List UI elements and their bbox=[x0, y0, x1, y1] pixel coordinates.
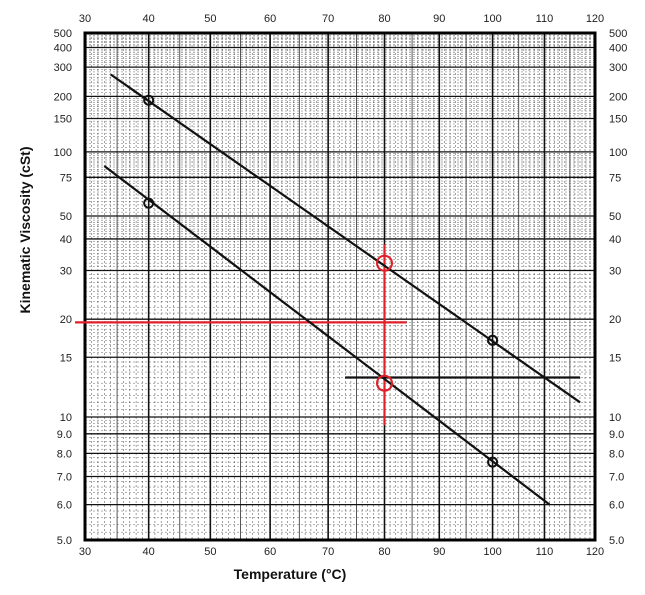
x-tick-label: 60 bbox=[264, 13, 276, 25]
y-tick-label: 400 bbox=[54, 43, 72, 55]
series-line bbox=[110, 73, 581, 404]
data-point-marker bbox=[487, 456, 499, 468]
x-axis-title: Temperature (°C) bbox=[234, 566, 347, 582]
x-tick-label: 100 bbox=[483, 13, 501, 25]
y-tick-label: 50 bbox=[609, 211, 621, 223]
data-point-marker bbox=[487, 334, 499, 346]
y-tick-label: 5.0 bbox=[609, 535, 624, 547]
x-tick-label: 80 bbox=[378, 13, 390, 25]
series bbox=[103, 73, 581, 506]
y-tick-label: 30 bbox=[609, 265, 621, 277]
y-tick-label: 10 bbox=[609, 412, 621, 424]
y-tick-label: 8.0 bbox=[57, 448, 72, 460]
y-tick-label: 40 bbox=[609, 234, 621, 246]
data-point-marker bbox=[143, 94, 155, 106]
y-tick-label: 75 bbox=[609, 172, 621, 184]
x-tick-label: 110 bbox=[536, 546, 554, 558]
x-tick-label: 30 bbox=[79, 13, 91, 25]
y-tick-label: 15 bbox=[609, 352, 621, 364]
y-tick-label: 100 bbox=[609, 147, 627, 159]
interpolated-point-marker bbox=[376, 254, 394, 272]
y-axis-title: Kinematic Viscosity (cSt) bbox=[17, 146, 33, 313]
x-tick-label: 70 bbox=[322, 546, 334, 558]
y-tick-label: 200 bbox=[609, 91, 627, 103]
x-tick-label: 40 bbox=[143, 546, 155, 558]
y-tick-labels-left: 500 400 300 200 150 100 75 50 40 30 20 15 10 9.0 8.0 7.… bbox=[54, 28, 72, 547]
x-tick-label: 40 bbox=[143, 13, 155, 25]
x-tick-label: 90 bbox=[433, 546, 445, 558]
annotations bbox=[75, 244, 580, 426]
y-tick-label: 20 bbox=[609, 314, 621, 326]
y-tick-label: 300 bbox=[609, 62, 627, 74]
x-tick-label: 70 bbox=[322, 13, 334, 25]
y-tick-label: 400 bbox=[609, 43, 627, 55]
x-tick-label: 60 bbox=[264, 546, 276, 558]
y-tick-label: 40 bbox=[60, 234, 72, 246]
x-tick-label: 50 bbox=[204, 546, 216, 558]
y-tick-label: 7.0 bbox=[609, 472, 624, 484]
x-tick-label: 50 bbox=[204, 13, 216, 25]
y-tick-label: 300 bbox=[54, 62, 72, 74]
y-tick-label: 10 bbox=[60, 412, 72, 424]
y-tick-label: 500 bbox=[609, 28, 627, 40]
y-tick-label: 20 bbox=[60, 314, 72, 326]
data-point-marker bbox=[143, 197, 155, 209]
y-tick-label: 100 bbox=[54, 147, 72, 159]
x-tick-label: 110 bbox=[536, 13, 554, 25]
points bbox=[143, 94, 499, 468]
y-tick-label: 9.0 bbox=[609, 429, 624, 441]
x-tick-label: 30 bbox=[79, 546, 91, 558]
y-tick-label: 150 bbox=[609, 113, 627, 125]
y-tick-label: 9.0 bbox=[57, 429, 72, 441]
y-tick-label: 50 bbox=[60, 211, 72, 223]
y-tick-label: 15 bbox=[60, 352, 72, 364]
y-tick-label: 150 bbox=[54, 113, 72, 125]
y-tick-label: 75 bbox=[60, 172, 72, 184]
y-tick-label: 7.0 bbox=[57, 472, 72, 484]
interpolated-point-marker bbox=[376, 374, 394, 392]
x-tick-labels-bottom: 30 40 50 60 70 80 90 100 110 120 bbox=[79, 546, 604, 558]
series-line bbox=[103, 165, 551, 506]
x-tick-label: 80 bbox=[378, 546, 390, 558]
x-tick-label: 90 bbox=[433, 13, 445, 25]
y-tick-label: 500 bbox=[54, 28, 72, 40]
y-tick-label: 8.0 bbox=[609, 448, 624, 460]
plot-frame bbox=[83, 31, 597, 542]
y-tick-labels-right: 500 400 300 200 150 100 75 50 40 30 20 15 10 9.0 8.0 7.… bbox=[609, 28, 627, 547]
x-tick-label: 100 bbox=[483, 546, 501, 558]
y-tick-label: 6.0 bbox=[609, 500, 624, 512]
x-tick-label: 120 bbox=[586, 546, 604, 558]
y-tick-label: 5.0 bbox=[57, 535, 72, 547]
y-tick-label: 200 bbox=[54, 91, 72, 103]
x-tick-label: 120 bbox=[586, 13, 604, 25]
x-tick-labels-top: 30 40 50 60 70 80 90 100 110 120 bbox=[79, 13, 604, 25]
y-tick-label: 30 bbox=[60, 265, 72, 277]
y-tick-label: 6.0 bbox=[57, 500, 72, 512]
